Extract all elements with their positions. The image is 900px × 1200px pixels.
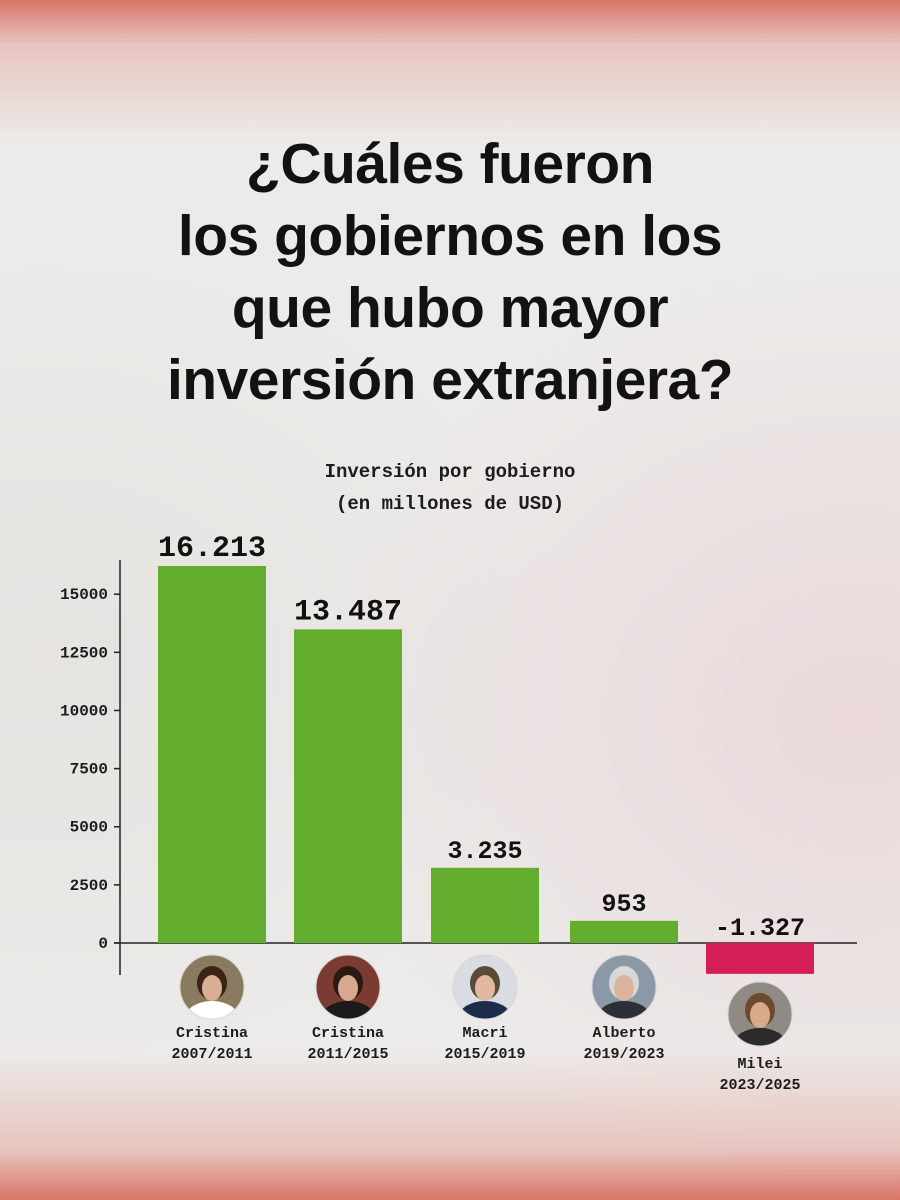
headline-line-4: inversión extranjera? [166,348,734,412]
category-period: 2015/2019 [444,1046,525,1063]
plot-area: 0 2500 5000 7500 10000 12500 15000 16.213 Cristi… [60,532,857,1094]
portrait-macri-icon [453,955,517,1019]
avatar-ring [179,954,245,1020]
avatar-face [475,975,495,1001]
avatar-shoulders [598,1001,650,1019]
portrait-alberto-icon [592,955,656,1019]
avatar-shoulders [186,1001,238,1019]
y-tick-label: 7500 [70,761,108,779]
bar [570,920,678,943]
bar-chart: Inversión por gobierno (en millones de U… [60,461,857,1094]
bar [294,629,402,943]
chart-title: Inversión por gobierno [325,461,576,483]
avatar-ring [315,954,381,1020]
y-tick-label: 10000 [60,702,108,720]
portrait-cristina-icon [180,955,244,1019]
category-period: 2011/2015 [307,1046,388,1063]
bar [431,867,539,943]
y-tick-label: 15000 [60,586,108,604]
category-name: Alberto [592,1025,655,1042]
y-tick-label: 2500 [70,877,108,895]
headline-line-3: que hubo mayor [231,276,669,340]
data-label: 13.487 [294,595,402,629]
data-label: 953 [601,890,646,919]
avatar-ring [727,981,793,1047]
avatar-shoulders [459,1001,511,1019]
y-tick-label: 12500 [60,644,108,662]
category-period: 2023/2025 [719,1077,800,1094]
avatar-face [614,975,634,1001]
avatar-shoulders [322,1001,374,1019]
data-label: 3.235 [447,837,522,866]
category-name: Cristina [312,1025,384,1042]
headline: ¿Cuáles fueron los gobiernos en los que … [0,128,900,416]
avatar-ring [591,954,657,1020]
category-period: 2019/2023 [583,1046,664,1063]
avatar-face [202,975,222,1001]
headline-line-1: ¿Cuáles fueron [246,132,654,196]
bar [158,566,266,943]
avatar-ring [452,954,518,1020]
portrait-milei-icon [728,982,792,1046]
avatar-face [750,1002,770,1028]
y-tick-label: 0 [98,935,108,953]
portrait-cristina-icon [316,955,380,1019]
category-name: Milei [737,1056,782,1073]
y-tick-label: 5000 [70,819,108,837]
data-label: 16.213 [158,532,266,566]
category-period: 2007/2011 [171,1046,252,1063]
chart-subtitle: (en millones de USD) [336,493,564,515]
bar [706,943,814,974]
avatar-face [338,975,358,1001]
category-name: Cristina [176,1025,248,1042]
avatar-shoulders [734,1028,786,1046]
data-label: -1.327 [715,914,805,943]
category-name: Macri [462,1025,507,1042]
headline-line-2: los gobiernos en los [177,204,723,268]
